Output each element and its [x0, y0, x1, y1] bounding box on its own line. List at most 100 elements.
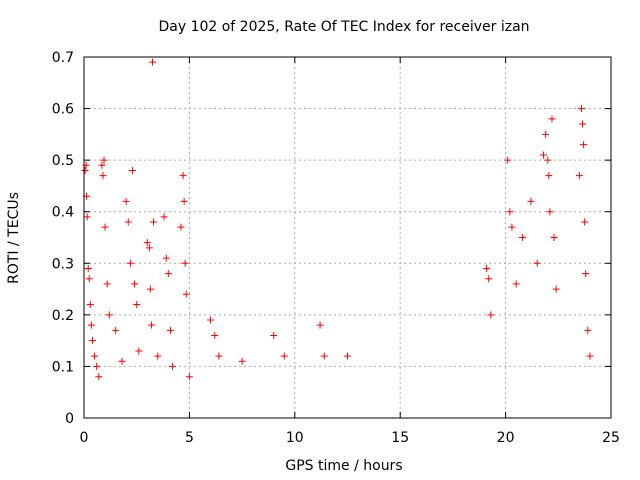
data-point: [135, 347, 143, 355]
data-point: [185, 373, 193, 381]
data-point: [149, 58, 157, 66]
y-tick-label: 0.5: [52, 153, 74, 169]
data-point: [160, 213, 168, 221]
data-point: [206, 316, 214, 324]
data-point: [162, 254, 170, 262]
y-tick-label: 0.7: [52, 50, 74, 66]
data-point: [181, 259, 189, 267]
y-axis-label: ROTI / TECUs: [6, 192, 22, 284]
data-point: [575, 172, 583, 180]
y-tick-label: 0.1: [52, 359, 74, 375]
x-tick-label: 0: [80, 430, 89, 446]
data-point: [154, 352, 162, 360]
data-point: [105, 311, 113, 319]
data-point: [270, 331, 278, 339]
data-point: [545, 172, 553, 180]
data-point: [85, 275, 93, 283]
data-point: [124, 218, 132, 226]
data-point: [169, 362, 177, 370]
data-point: [95, 373, 103, 381]
data-point: [211, 331, 219, 339]
data-point: [579, 120, 587, 128]
data-point: [238, 357, 246, 365]
x-tick-label: 20: [497, 430, 515, 446]
data-point: [581, 218, 589, 226]
data-point: [179, 172, 187, 180]
x-tick-label: 25: [602, 430, 620, 446]
data-point: [126, 259, 134, 267]
data-point: [83, 213, 91, 221]
data-point: [88, 337, 96, 345]
data-point: [100, 156, 108, 164]
axis-ticks: 0 5 10 15 20 25 0 0.1 0.2 0.3 0.4 0.5 0.6 0.7: [52, 50, 620, 446]
data-point: [112, 326, 120, 334]
data-point: [320, 352, 328, 360]
data-point: [182, 290, 190, 298]
y-tick-label: 0.6: [52, 102, 74, 118]
x-tick-label: 15: [391, 430, 409, 446]
data-point: [548, 115, 556, 123]
data-point: [128, 166, 136, 174]
data-point: [506, 208, 514, 216]
data-point: [582, 270, 590, 278]
data-point: [84, 264, 92, 272]
data-point: [550, 234, 558, 241]
data-point: [87, 321, 95, 329]
y-tick-label: 0.2: [52, 308, 74, 324]
data-point: [180, 197, 188, 205]
data-point: [483, 264, 491, 272]
grid: [84, 57, 611, 418]
data-point: [146, 285, 154, 293]
data-point: [552, 285, 560, 293]
plot-frame: [83, 56, 612, 419]
data-point: [164, 270, 172, 278]
data-point: [544, 156, 552, 164]
data-point: [101, 223, 109, 231]
data-point: [508, 223, 516, 231]
data-point: [504, 156, 512, 164]
data-point: [542, 130, 550, 138]
data-point: [487, 311, 495, 319]
x-axis-label: GPS time / hours: [285, 458, 402, 474]
data-point: [81, 166, 89, 174]
data-point: [147, 321, 155, 329]
data-point: [122, 197, 130, 205]
data-point: [546, 208, 554, 216]
data-point: [527, 197, 535, 205]
data-point: [166, 326, 174, 334]
data-point: [143, 239, 151, 247]
y-tick-label: 0.3: [52, 256, 74, 272]
data-point: [118, 357, 126, 365]
data-point: [99, 172, 107, 180]
data-point: [518, 234, 526, 241]
y-tick-label: 0: [65, 411, 74, 427]
data-point: [145, 244, 153, 252]
data-point: [540, 151, 548, 159]
data-point: [512, 280, 520, 288]
data-point: [98, 161, 106, 169]
data-point: [485, 275, 493, 283]
data-point: [86, 301, 94, 309]
data-point: [280, 352, 288, 360]
y-tick-label: 0.4: [52, 205, 74, 221]
data-point: [91, 352, 99, 360]
data-point: [150, 218, 158, 226]
x-tick-label: 5: [185, 430, 194, 446]
data-point: [586, 352, 594, 360]
data-point: [93, 362, 101, 370]
data-point: [316, 321, 324, 329]
data-point: [344, 352, 351, 360]
data-point: [533, 259, 541, 267]
x-tick-label: 10: [286, 430, 304, 446]
data-point: [177, 223, 185, 231]
data-point: [577, 105, 585, 113]
data-point: [131, 280, 139, 288]
data-point: [103, 280, 111, 288]
data-point: [215, 352, 223, 360]
data-point: [584, 326, 592, 334]
data-points: [81, 58, 594, 381]
chart-title: Day 102 of 2025, Rate Of TEC Index for r…: [158, 19, 529, 35]
data-point: [580, 141, 588, 149]
data-point: [133, 301, 141, 309]
